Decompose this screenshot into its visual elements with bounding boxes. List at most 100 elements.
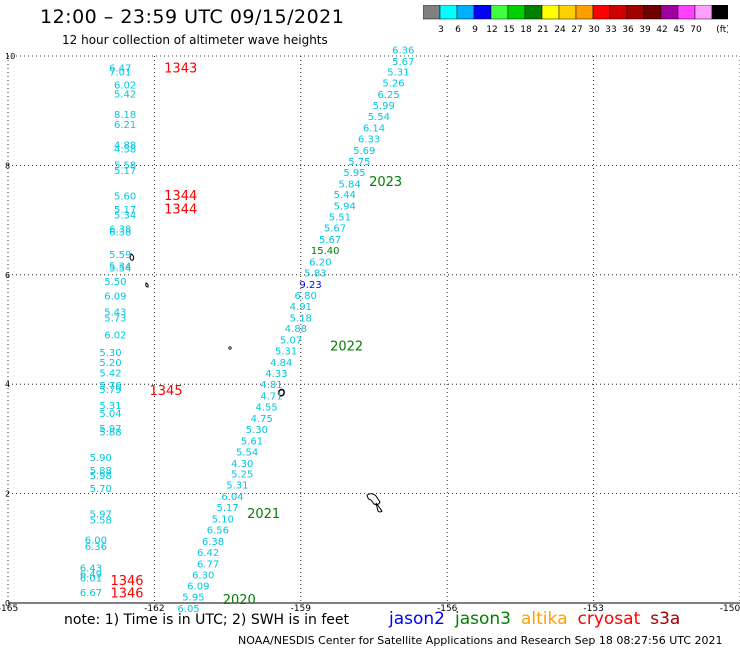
colorbar-label: 21 xyxy=(537,25,548,35)
swh-point-jason3: 6.56 xyxy=(207,526,229,537)
x-tick-label: -159 xyxy=(291,604,312,612)
swh-point-cryosat: 6.02 xyxy=(104,330,126,341)
swh-point-cryosat: 6.02 xyxy=(114,80,136,91)
swh-point-jason3: 6.77 xyxy=(197,559,219,570)
colorbar-label: 42 xyxy=(656,25,667,35)
swh-point-jason3: 6.25 xyxy=(378,90,400,101)
island-shape xyxy=(228,346,232,350)
x-tick-label: -153 xyxy=(583,604,603,612)
swh-point-cryosat: 5.34 xyxy=(109,261,131,272)
swh-point-jason3: 5.17 xyxy=(216,503,238,514)
colorbar-label: 45 xyxy=(673,25,684,35)
island-shape xyxy=(366,493,383,513)
colorbar-label: 33 xyxy=(605,25,616,35)
swh-point-jason3: 4.30 xyxy=(231,459,253,470)
swh-point-cryosat: 5.04 xyxy=(99,409,121,420)
swh-point-jason3: 5.84 xyxy=(338,179,360,190)
swh-point-jason3: 6.05 xyxy=(177,604,199,612)
track-time-label: 1346 xyxy=(110,587,143,602)
swh-point-jason3: 4.81 xyxy=(260,380,282,391)
swh-point-cryosat: 6.49 xyxy=(80,569,102,580)
swh-point-jason3: 5.83 xyxy=(304,268,326,279)
swh-point-jason3: 5.67 xyxy=(319,235,341,246)
track-time-label: 2021 xyxy=(247,507,280,522)
track-time-label: 1344 xyxy=(164,203,197,218)
swh-point-cryosat: 4.88 xyxy=(114,140,136,151)
swh-point-cryosat: 5.79 xyxy=(99,385,121,396)
colorbar-label: 27 xyxy=(571,25,582,35)
swh-point-jason3: 4.33 xyxy=(265,369,287,380)
swh-point-cryosat: 5.73 xyxy=(104,313,126,324)
swh-point-cryosat: 5.54 xyxy=(109,264,131,275)
satellite-legend-cryosat: cryosat xyxy=(577,609,641,629)
track-time-label: 1345 xyxy=(150,384,183,399)
swh-point-cryosat: 5.97 xyxy=(99,424,121,435)
swh-point-cryosat: 5.58 xyxy=(90,516,112,527)
island-shape xyxy=(129,253,135,261)
colorbar-label: 30 xyxy=(588,25,600,35)
swh-point-jason3: 5.94 xyxy=(334,202,356,213)
swh-point-cryosat: 5.31 xyxy=(99,401,121,412)
satellite-legend-altika: altika xyxy=(521,609,568,629)
swh-point-cryosat: 7.01 xyxy=(109,68,131,79)
swh-point-cryosat: 5.42 xyxy=(114,90,136,101)
swh-point-cryosat: 5.50 xyxy=(104,277,126,288)
swh-point-cryosat: 6.67 xyxy=(80,588,102,599)
swh-point-jason3: 6.30 xyxy=(192,570,214,581)
swh-point-jason3: 4.84 xyxy=(270,358,292,369)
chart-subtitle: 12 hour collection of altimeter wave hei… xyxy=(62,33,328,47)
swh-point-cryosat: 5.42 xyxy=(99,369,121,380)
swh-point-jason3: 15.40 xyxy=(311,246,340,257)
swh-point-cryosat: 8.18 xyxy=(114,110,136,121)
swh-point-jason3: 6.38 xyxy=(202,537,224,548)
colorbar-label: 12 xyxy=(486,25,497,35)
swh-point-jason3: 6.09 xyxy=(187,581,209,592)
colorbar-label: 70 xyxy=(690,25,702,35)
swh-point-cryosat: 6.09 xyxy=(104,291,126,302)
swh-point-jason3: 5.61 xyxy=(241,436,263,447)
swh-point-cryosat: 6.00 xyxy=(85,535,107,546)
track-time-label: 1346 xyxy=(110,574,143,589)
track-time-label: 2022 xyxy=(330,339,363,354)
swh-point-cryosat: 5.90 xyxy=(90,453,112,464)
swh-point-jason3: 4.75 xyxy=(251,414,273,425)
swh-point-cryosat: 5.34 xyxy=(114,210,136,221)
swh-point-jason3: 6.80 xyxy=(295,291,317,302)
swh-point-jason3: 6.33 xyxy=(358,134,380,145)
track-time-label: 1343 xyxy=(164,61,197,76)
colorbar-label: 3 xyxy=(438,25,444,35)
y-tick-label: 6 xyxy=(5,271,10,280)
track-time-label: 2020 xyxy=(223,593,256,608)
swh-point-jason3: 5.44 xyxy=(334,190,356,201)
swh-point-cryosat: 5.17 xyxy=(114,166,136,177)
swh-point-jason3: 5.51 xyxy=(329,213,351,224)
colorbar-label: 15 xyxy=(503,25,514,35)
swh-point-cryosat: 5.30 xyxy=(99,348,121,359)
swh-point-cryosat: 5.17 xyxy=(114,205,136,216)
swh-point-cryosat: 6.43 xyxy=(80,563,102,574)
swh-point-jason3: 5.31 xyxy=(226,481,248,492)
swh-point-cryosat: 6.47 xyxy=(109,63,131,74)
y-tick-label: 0 xyxy=(5,599,10,608)
swh-point-jason3: 5.07 xyxy=(280,336,302,347)
swh-point-cryosat: 5.88 xyxy=(99,428,121,439)
swh-point-cryosat: 4.58 xyxy=(114,144,136,155)
swh-point-jason3: 5.95 xyxy=(182,592,204,603)
swh-point-jason3: 5.95 xyxy=(343,168,365,179)
swh-point-cryosat: 5.43 xyxy=(104,307,126,318)
swh-point-jason3: 5.30 xyxy=(246,425,268,436)
swh-point-jason3: 4.88 xyxy=(285,324,307,335)
x-tick-label: -150 xyxy=(720,604,740,612)
swh-point-jason3: 5.67 xyxy=(392,57,414,68)
swh-point-jason3: 9.23 xyxy=(299,280,321,291)
swh-point-jason3: 4.55 xyxy=(256,402,278,413)
swh-point-cryosat: 5.58 xyxy=(114,161,136,172)
swh-point-jason3: 5.67 xyxy=(324,224,346,235)
swh-point-jason3: 5.10 xyxy=(212,515,234,526)
island-shape xyxy=(278,388,285,397)
colorbar-swatch xyxy=(711,5,728,20)
note-text: note: 1) Time is in UTC; 2) SWH is in fe… xyxy=(64,612,350,628)
swh-point-cryosat: 6.36 xyxy=(85,542,107,553)
swh-point-cryosat: 5.97 xyxy=(90,510,112,521)
